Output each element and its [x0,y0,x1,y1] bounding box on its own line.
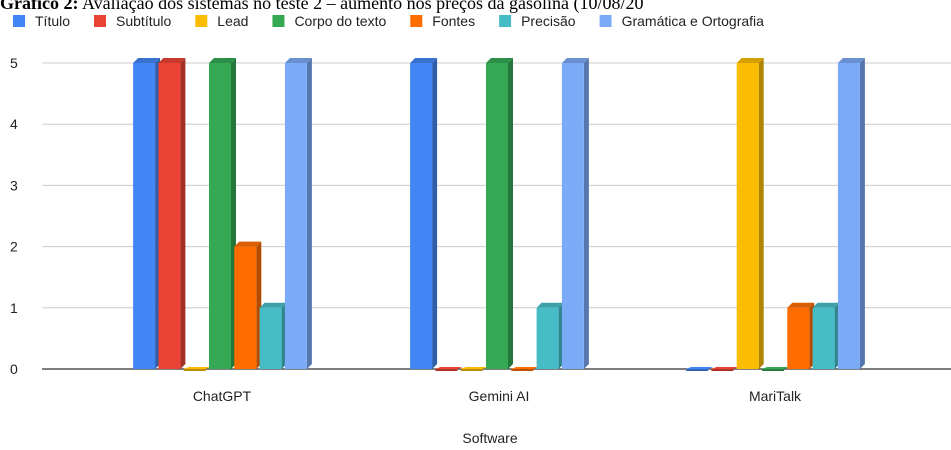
y-tick-label: 4 [10,116,18,132]
legend-swatch-lead [195,15,208,27]
legend-label-titulo: Título [35,13,70,29]
legend-swatch-fontes [410,15,423,27]
bar-gemini-ai-subtitulo [435,367,463,371]
legend: Título Subtítulo Lead Corpo do texto Fontes P… [13,13,764,29]
bar-maritalk-fontes [787,302,815,369]
legend-swatch-subtitulo [94,15,107,27]
bar-chatgpt-corpo-do-texto [209,58,236,369]
legend-swatch-precisao [499,15,512,27]
legend-label-fontes: Fontes [432,13,475,29]
x-tick-label-maritalk: MariTalk [749,388,802,404]
bar-chatgpt-subtitulo [158,58,186,369]
y-tick-label: 1 [10,300,18,316]
caption-text: Avaliação dos sistemas no teste 2 – aume… [78,0,644,13]
legend-label-gramatica-e-ortografia: Gramática e Ortografia [622,13,765,29]
x-tick-label-gemini-ai: Gemini AI [469,388,530,404]
x-tick-label-chatgpt: ChatGPT [193,388,252,404]
bar-gemini-ai-precisao [536,302,564,369]
bar-chatgpt-gramatica-e-ortografia [284,58,312,369]
legend-label-subtitulo: Subtítulo [116,13,171,29]
bar-gemini-ai-corpo-do-texto [486,58,513,369]
bar-chatgpt-fontes [234,241,262,369]
legend-label-precisao: Precisão [521,13,576,29]
bar-gemini-ai-lead [460,367,488,371]
y-tick-label: 2 [10,239,18,255]
legend-swatch-titulo [13,15,25,27]
bar-maritalk-precisao [812,302,840,369]
bar-maritalk-gramatica-e-ortografia [837,58,865,369]
bar-maritalk-subtitulo [711,367,739,371]
x-axis-categories: ChatGPT Gemini AI MariTalk [193,388,802,404]
bar-chatgpt-precisao [259,302,287,369]
chart-caption: Gráfico 2: Avaliação dos sistemas no tes… [0,0,951,13]
bar-chatgpt-lead [183,367,211,371]
legend-swatch-corpo-do-texto [272,15,285,27]
caption-prefix: Gráfico 2: [0,0,79,13]
y-tick-label: 3 [10,177,18,193]
bar-maritalk-titulo [686,367,714,371]
legend-swatch-gramatica-e-ortografia [599,15,612,27]
bar-maritalk-corpo-do-texto [762,367,789,371]
bar-maritalk-lead [736,58,764,369]
bar-gemini-ai-titulo [410,58,438,369]
bar-gemini-ai-gramatica-e-ortografia [561,58,589,369]
bar-gemini-ai-fontes [511,367,539,371]
x-axis-title: Software [462,430,517,446]
y-tick-label: 0 [10,361,18,377]
legend-label-lead: Lead [217,13,248,29]
bars [133,58,865,371]
legend-label-corpo-do-texto: Corpo do texto [294,13,386,29]
bar-chatgpt-titulo [133,58,161,369]
y-axis-ticks: 0 1 2 3 4 5 [10,55,18,377]
y-tick-label: 5 [10,55,18,71]
